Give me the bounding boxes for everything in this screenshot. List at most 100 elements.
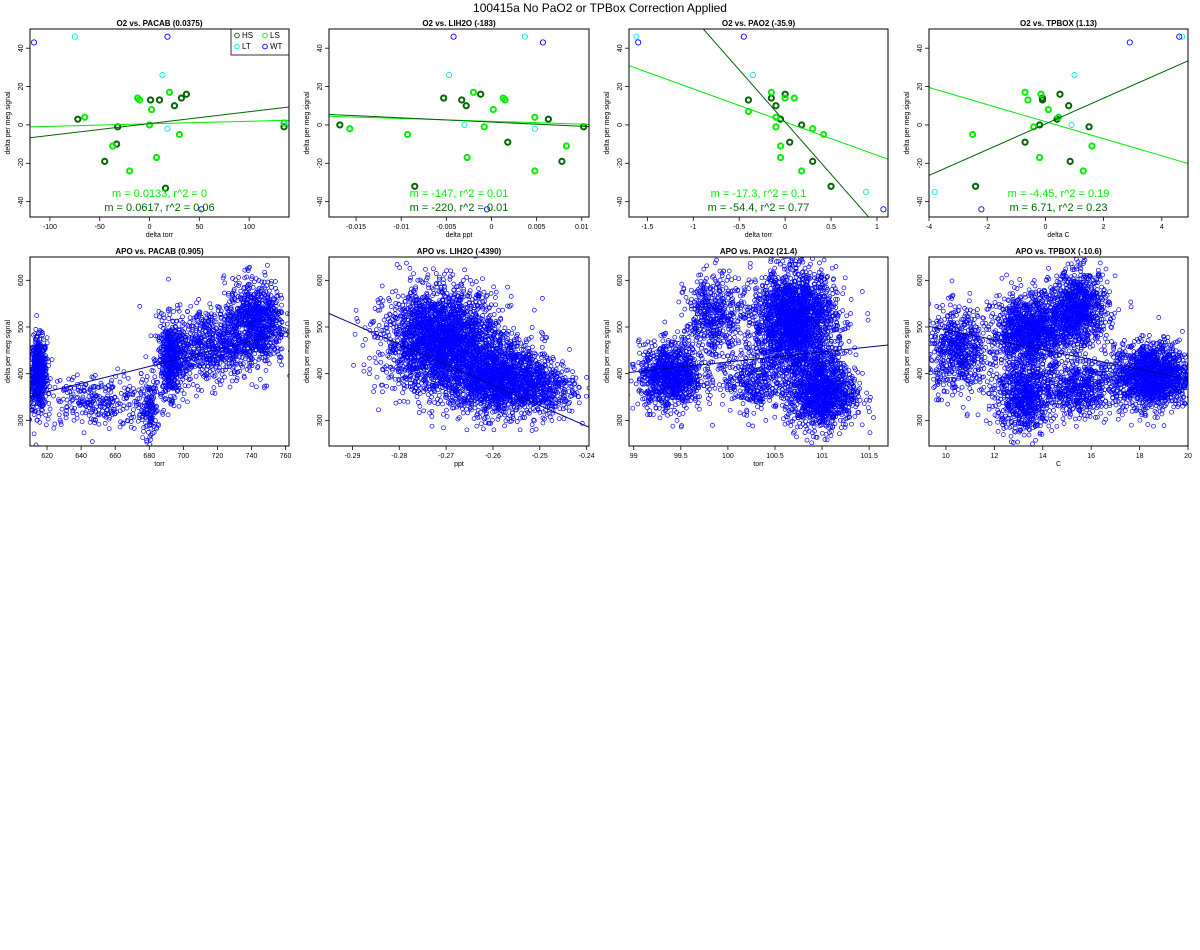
data-point: [176, 353, 182, 359]
data-point: [92, 420, 97, 426]
data-point: [64, 405, 70, 410]
data-point: [148, 333, 154, 339]
data-point: [24, 354, 28, 358]
data-point: [237, 361, 243, 367]
data-point: [292, 333, 296, 337]
data-point: [175, 130, 184, 139]
data-point: [184, 332, 190, 338]
data-point: [30, 377, 32, 383]
data-point: [281, 327, 286, 332]
data-point: [417, 391, 423, 396]
data-point: [80, 410, 85, 416]
data-point: [182, 351, 188, 356]
x-tick-label: -1.5: [641, 224, 653, 231]
data-point: [275, 293, 281, 299]
data-point: [213, 319, 219, 325]
data-point: [161, 380, 167, 385]
data-point: [210, 332, 216, 338]
data-point: [106, 383, 111, 388]
data-point: [380, 367, 386, 373]
chart-title: APO vs. PACAB (0.905): [115, 247, 204, 256]
plot-area: [329, 257, 589, 433]
data-point: [346, 125, 354, 133]
data-point: [425, 392, 431, 397]
y-axis-label: delta per meg signal: [604, 91, 611, 154]
data-point: [275, 351, 281, 357]
data-point: [234, 378, 239, 383]
data-point: [251, 292, 257, 298]
data-point: [767, 88, 775, 96]
data-point: [43, 353, 48, 358]
data-point: [461, 121, 468, 128]
data-point: [279, 302, 284, 308]
data-point: [252, 359, 258, 365]
data-point: [482, 309, 488, 315]
data-point: [453, 396, 459, 402]
data-point: [394, 324, 399, 330]
data-point: [135, 396, 141, 402]
data-point: [254, 344, 260, 350]
data-point: [246, 313, 252, 319]
data-point: [411, 182, 419, 190]
data-point: [186, 377, 192, 382]
data-point: [271, 340, 276, 345]
y-tick-label: 500: [317, 321, 324, 333]
data-point: [296, 329, 300, 333]
data-point: [149, 389, 155, 395]
data-point: [247, 282, 253, 287]
x-tick-label: -0.5: [733, 224, 745, 231]
data-point: [971, 182, 980, 190]
data-point: [159, 409, 165, 415]
data-point: [395, 294, 401, 299]
data-point: [369, 319, 375, 325]
data-point: [180, 314, 185, 320]
data-point: [188, 336, 194, 342]
data-point: [185, 341, 191, 347]
data-point: [30, 350, 36, 356]
data-point: [81, 384, 87, 390]
data-point: [436, 392, 442, 398]
x-tick-label: 740: [246, 453, 258, 460]
data-point: [396, 302, 402, 308]
data-point: [208, 317, 213, 323]
data-point: [137, 415, 143, 421]
data-point: [230, 276, 235, 281]
data-point: [230, 293, 236, 298]
y-tick-label: -40: [18, 196, 25, 206]
data-point: [389, 289, 395, 295]
data-point: [130, 391, 136, 396]
data-point: [277, 358, 282, 364]
data-point: [273, 337, 279, 343]
data-point: [102, 413, 107, 419]
legend-marker: [262, 32, 268, 39]
y-axis-label: delta per meg signal: [5, 91, 12, 154]
data-point: [451, 281, 457, 287]
fit-annotation: m = 0.0133, r^2 = 0: [112, 188, 207, 200]
data-point: [196, 387, 201, 393]
data-point: [484, 293, 489, 299]
data-point: [247, 251, 251, 255]
data-point: [242, 267, 248, 273]
data-point: [43, 422, 49, 428]
data-point: [490, 323, 496, 329]
x-tick-label: -0.24: [579, 453, 595, 460]
data-point: [474, 312, 480, 318]
data-point: [235, 369, 240, 375]
data-point: [31, 332, 36, 338]
data-point: [163, 389, 169, 395]
data-point: [291, 305, 295, 309]
data-point: [290, 319, 294, 323]
data-point: [544, 115, 552, 123]
data-point: [39, 403, 45, 409]
data-point: [212, 340, 218, 345]
data-point: [292, 326, 296, 330]
data-point: [361, 368, 367, 374]
data-point: [396, 381, 402, 387]
fit-line: [30, 331, 289, 397]
data-point: [224, 348, 230, 354]
data-point: [148, 425, 154, 431]
data-point: [1079, 167, 1087, 175]
y-tick-label: 20: [18, 83, 25, 91]
data-point: [33, 442, 39, 446]
data-point: [448, 268, 454, 274]
